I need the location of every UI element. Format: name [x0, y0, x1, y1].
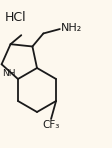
Text: NH: NH	[3, 69, 16, 78]
Text: HCl: HCl	[5, 11, 26, 24]
Text: CF₃: CF₃	[42, 120, 59, 130]
Text: NH₂: NH₂	[60, 23, 81, 33]
